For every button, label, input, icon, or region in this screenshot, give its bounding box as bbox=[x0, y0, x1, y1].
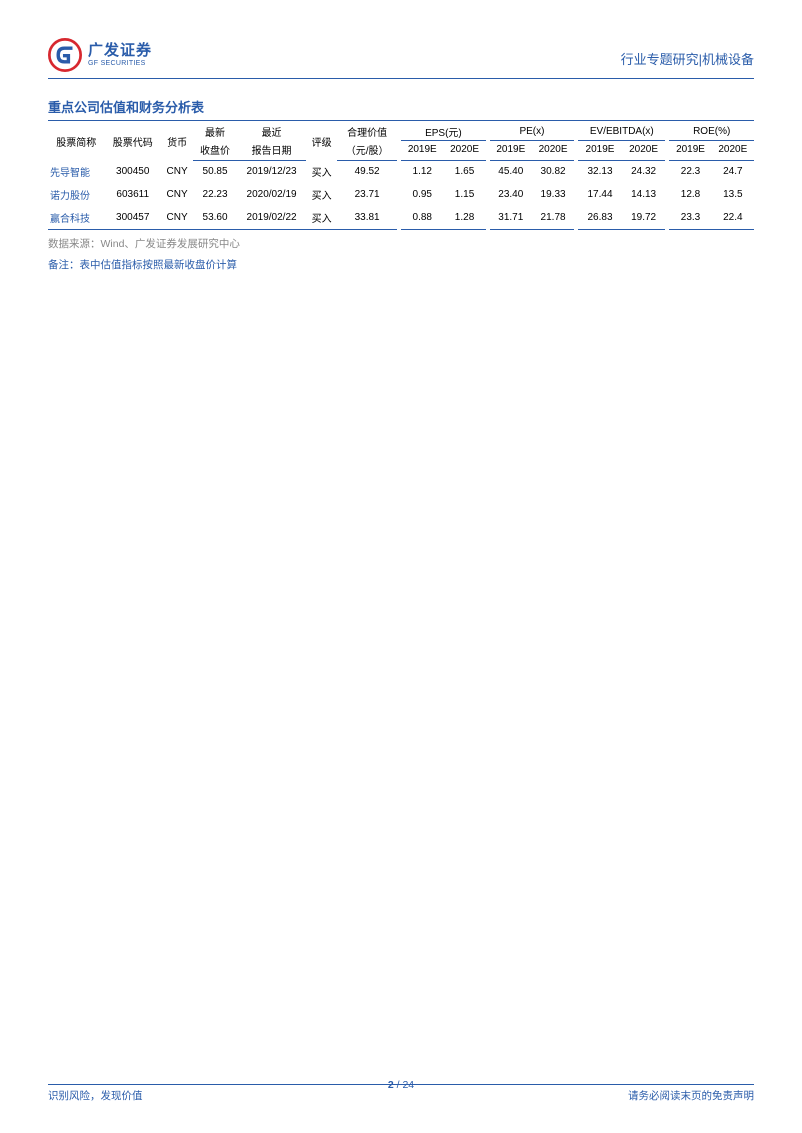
table-row: 诺力股份603611CNY22.232020/02/19买入23.710.951… bbox=[48, 183, 754, 206]
col-eps: EPS(元) bbox=[401, 121, 486, 141]
page-header: 广发证券 GF SECURITIES 行业专题研究|机械设备 bbox=[48, 38, 754, 79]
table-body: 先导智能300450CNY50.852019/12/23买入49.521.121… bbox=[48, 160, 754, 230]
table-cell: 23.40 bbox=[490, 183, 532, 206]
col-ev-y2: 2020E bbox=[622, 141, 666, 161]
col-evebitda: EV/EBITDA(x) bbox=[578, 121, 665, 141]
table-cell: 买入 bbox=[306, 160, 337, 183]
table-cell: 1.65 bbox=[443, 160, 485, 183]
table-cell: 300450 bbox=[104, 160, 160, 183]
table-cell: 0.95 bbox=[401, 183, 443, 206]
table-cell: 0.88 bbox=[401, 206, 443, 230]
table-cell: 先导智能 bbox=[48, 160, 104, 183]
table-cell: 19.72 bbox=[622, 206, 666, 230]
table-cell: CNY bbox=[161, 160, 193, 183]
page: 广发证券 GF SECURITIES 行业专题研究|机械设备 重点公司估值和财务… bbox=[0, 0, 802, 1133]
page-number: 2 / 24 bbox=[48, 1079, 754, 1091]
table-cell: 24.7 bbox=[712, 160, 754, 183]
table-cell: 14.13 bbox=[622, 183, 666, 206]
col-pe-y2: 2020E bbox=[532, 141, 574, 161]
section-title: 重点公司估值和财务分析表 bbox=[48, 97, 754, 120]
table-cell: 1.12 bbox=[401, 160, 443, 183]
table-cell: 17.44 bbox=[578, 183, 622, 206]
table-row: 赢合科技300457CNY53.602019/02/22买入33.810.881… bbox=[48, 206, 754, 230]
table-cell: 19.33 bbox=[532, 183, 574, 206]
page-footer: 识别风险，发现价值 请务必阅读末页的免责声明 2 / 24 bbox=[48, 1084, 754, 1103]
col-roe-y1: 2019E bbox=[669, 141, 711, 161]
table-cell: 赢合科技 bbox=[48, 206, 104, 230]
col-date-top: 最近 bbox=[237, 121, 306, 141]
table-cell: 603611 bbox=[104, 183, 160, 206]
col-pe-y1: 2019E bbox=[490, 141, 532, 161]
page-total: 24 bbox=[402, 1079, 414, 1091]
col-close-top: 最新 bbox=[193, 121, 237, 141]
col-currency: 货币 bbox=[161, 121, 193, 161]
data-source: 数据来源：Wind、广发证券发展研究中心 bbox=[48, 236, 754, 251]
table-cell: 24.32 bbox=[622, 160, 666, 183]
table-cell: CNY bbox=[161, 206, 193, 230]
table-cell: 22.4 bbox=[712, 206, 754, 230]
table-cell: 2019/12/23 bbox=[237, 160, 306, 183]
col-pe: PE(x) bbox=[490, 121, 575, 141]
table-cell: 诺力股份 bbox=[48, 183, 104, 206]
table-cell: 32.13 bbox=[578, 160, 622, 183]
table-cell: CNY bbox=[161, 183, 193, 206]
col-fair-sub: （元/股） bbox=[337, 141, 397, 161]
logo: 广发证券 GF SECURITIES bbox=[48, 38, 152, 72]
table-cell: 30.82 bbox=[532, 160, 574, 183]
logo-text: 广发证券 GF SECURITIES bbox=[88, 43, 152, 67]
table-cell: 31.71 bbox=[490, 206, 532, 230]
table-cell: 300457 bbox=[104, 206, 160, 230]
col-roe-y2: 2020E bbox=[712, 141, 754, 161]
table-cell: 21.78 bbox=[532, 206, 574, 230]
col-roe: ROE(%) bbox=[669, 121, 754, 141]
table-cell: 33.81 bbox=[337, 206, 397, 230]
table-cell: 22.23 bbox=[193, 183, 237, 206]
logo-cn: 广发证券 bbox=[88, 43, 152, 58]
table-cell: 2019/02/22 bbox=[237, 206, 306, 230]
col-eps-y1: 2019E bbox=[401, 141, 443, 161]
logo-icon bbox=[48, 38, 82, 72]
col-code: 股票代码 bbox=[104, 121, 160, 161]
table-cell: 23.3 bbox=[669, 206, 711, 230]
table-cell: 1.15 bbox=[443, 183, 485, 206]
table-cell: 45.40 bbox=[490, 160, 532, 183]
table-cell: 买入 bbox=[306, 183, 337, 206]
col-date-sub: 报告日期 bbox=[237, 141, 306, 161]
table-header-row-1: 股票简称 股票代码 货币 最新 最近 评级 合理价值 EPS(元) PE(x) … bbox=[48, 121, 754, 141]
table-cell: 53.60 bbox=[193, 206, 237, 230]
table-cell: 13.5 bbox=[712, 183, 754, 206]
table-cell: 49.52 bbox=[337, 160, 397, 183]
table-cell: 23.71 bbox=[337, 183, 397, 206]
col-eps-y2: 2020E bbox=[443, 141, 485, 161]
table-note: 备注：表中估值指标按照最新收盘价计算 bbox=[48, 257, 754, 272]
logo-en: GF SECURITIES bbox=[88, 60, 152, 67]
col-rating: 评级 bbox=[306, 121, 337, 161]
col-close-sub: 收盘价 bbox=[193, 141, 237, 161]
table-cell: 买入 bbox=[306, 206, 337, 230]
table-row: 先导智能300450CNY50.852019/12/23买入49.521.121… bbox=[48, 160, 754, 183]
table-cell: 22.3 bbox=[669, 160, 711, 183]
col-ev-y1: 2019E bbox=[578, 141, 622, 161]
header-category: 行业专题研究|机械设备 bbox=[621, 49, 754, 72]
col-fair-top: 合理价值 bbox=[337, 121, 397, 141]
table-cell: 2020/02/19 bbox=[237, 183, 306, 206]
table-cell: 1.28 bbox=[443, 206, 485, 230]
table-cell: 12.8 bbox=[669, 183, 711, 206]
table-cell: 26.83 bbox=[578, 206, 622, 230]
valuation-table: 股票简称 股票代码 货币 最新 最近 评级 合理价值 EPS(元) PE(x) … bbox=[48, 120, 754, 230]
col-name: 股票简称 bbox=[48, 121, 104, 161]
table-cell: 50.85 bbox=[193, 160, 237, 183]
